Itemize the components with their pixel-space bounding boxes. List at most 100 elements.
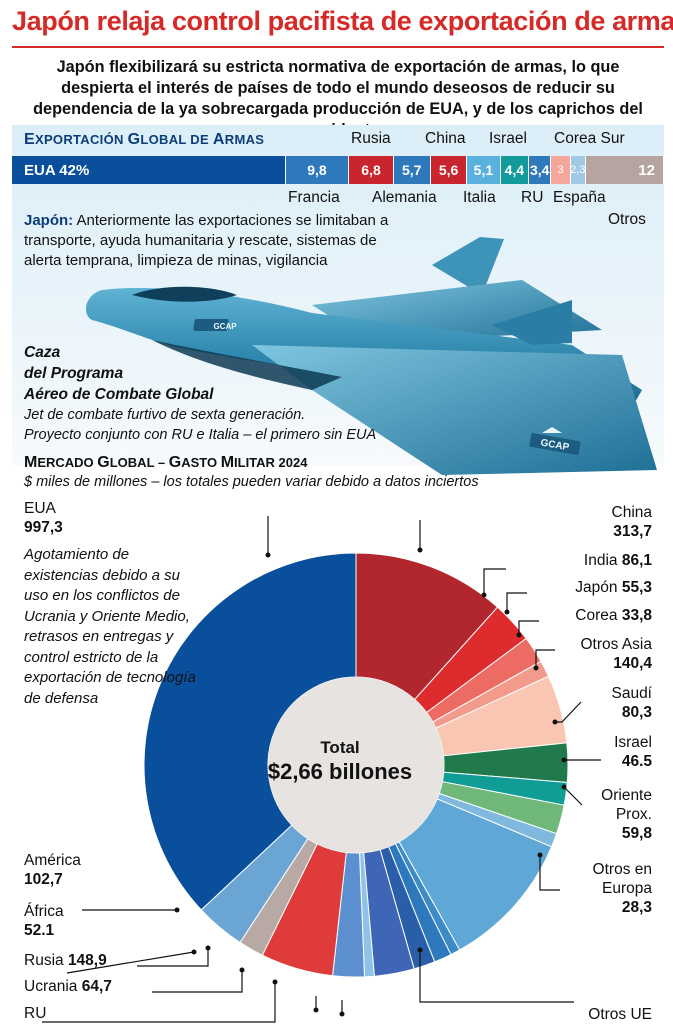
pie-label-value: 313,7 <box>613 523 652 540</box>
market-heading-part: ASTO <box>181 455 221 470</box>
leader-line <box>518 620 539 635</box>
export-label-ru: RU <box>521 189 544 206</box>
export-bar-segment: 9,8 <box>285 156 350 184</box>
market-heading-part: LOBAL – <box>109 455 169 470</box>
japan-note-text: Anteriormente las exportaciones se limit… <box>24 212 389 269</box>
exports-heading-part: RMAS <box>224 132 265 147</box>
leader-dot <box>205 945 211 951</box>
exports-heading-part: LOBAL DE <box>140 132 213 147</box>
pie-label-name: Otros UE <box>588 1006 652 1023</box>
leader-line <box>563 786 583 806</box>
pie-label-japon: Japón 55,3 <box>575 578 652 597</box>
leader-line <box>539 855 560 891</box>
export-bar-segment: 3,4 <box>529 156 552 184</box>
pie-label-value: 102,7 <box>24 871 63 888</box>
pie-label-name: RU <box>24 1005 47 1022</box>
export-label-china: China <box>425 130 466 147</box>
leader-dot <box>504 609 510 615</box>
market-heading: MERCADO GLOBAL – GASTO MILITAR 2024 <box>24 454 307 472</box>
pie-label-value: 59,8 <box>621 825 652 842</box>
leader-dot <box>339 1011 345 1017</box>
leader-dot <box>561 757 567 763</box>
export-bar-value: EUA 42% <box>24 161 90 179</box>
export-label-espana: España <box>553 189 606 206</box>
leader-dot <box>537 852 543 858</box>
pie-label-name: África <box>24 903 64 920</box>
export-bar-segment: EUA 42% <box>12 156 286 184</box>
pie-label-value: 80,3 <box>621 704 652 721</box>
leader-dot <box>561 784 567 790</box>
jet-tail-fin <box>432 237 504 295</box>
pie-label-israel: Israel 46.5 <box>614 733 652 771</box>
jet-caption-title-line: Aéreo de Combate Global <box>24 386 214 403</box>
jet-caption-desc-line: Jet de combate furtivo de sexta generaci… <box>24 407 306 423</box>
pie-label-oriente-prox: Oriente Prox. 59,8 <box>601 786 652 843</box>
jet-canopy <box>132 286 237 302</box>
leader-dot <box>481 592 487 598</box>
pie-label-name: Japón <box>575 579 622 596</box>
pie-label-name: EUA <box>24 500 56 517</box>
gcap-fighter-jet-illustration: GCAP GCAP <box>86 237 657 475</box>
export-bar-segment: 5,7 <box>393 156 431 184</box>
export-bar-value: 5,7 <box>402 162 422 178</box>
pie-label-otros-europa: Otros en Europa 28,3 <box>593 860 652 917</box>
pie-label-name: Saudí <box>611 685 652 702</box>
leader-line <box>535 649 555 668</box>
military-spending-donut-chart <box>42 516 601 1023</box>
leader-dot <box>265 552 271 558</box>
export-bar-value: 4,4 <box>504 162 525 178</box>
pie-label-name: Otros Asia <box>580 636 653 653</box>
export-bar-segment: 5,1 <box>467 156 501 184</box>
exports-heading-part: E <box>24 131 35 148</box>
pie-label-name: Europa <box>602 880 652 897</box>
pie-label-india: India 86,1 <box>584 551 652 570</box>
export-bar-segment: 6,8 <box>349 156 394 184</box>
gcap-badge-small: GCAP <box>193 319 237 331</box>
japan-note: Japón: Anteriormente las exportaciones s… <box>24 211 414 271</box>
pie-label-otros-ue: Otros UE <box>588 1005 652 1024</box>
export-bar-value: 6,8 <box>361 162 381 178</box>
exports-heading-part: G <box>127 131 141 148</box>
pie-label-name: Ucrania <box>24 978 82 995</box>
pie-label-name: China <box>611 504 653 521</box>
export-label-rusia: Rusia <box>351 130 391 147</box>
donut-total-value: $2,66 billones <box>267 759 413 784</box>
export-bar-value: 12 <box>638 161 655 179</box>
export-label-corea-sur: Corea Sur <box>554 130 625 147</box>
export-label-israel: Israel <box>489 130 527 147</box>
pie-label-value: 28,3 <box>621 899 652 916</box>
title-rule <box>12 46 664 48</box>
export-label-italia: Italia <box>463 189 496 206</box>
donut-total-title: Total <box>320 738 360 757</box>
leader-line <box>483 568 506 595</box>
pie-label-value: 33,8 <box>621 607 652 624</box>
pie-label-africa: África 52.1 <box>24 902 64 940</box>
pie-label-name: Prox. <box>615 806 652 823</box>
pie-label-corea: Corea 33,8 <box>575 606 652 625</box>
pie-label-value: 86,1 <box>621 552 652 569</box>
pie-label-value: 64,7 <box>81 978 112 995</box>
pie-label-name: América <box>24 852 81 869</box>
pie-label-otros-asia: Otros Asia 140,4 <box>581 635 653 673</box>
exports-heading-part: XPORTACIÓN <box>34 132 128 147</box>
exports-heading-part: A <box>212 131 225 148</box>
export-label-otros: Otros <box>608 211 646 228</box>
leader-dot <box>417 947 423 953</box>
leader-dot <box>239 967 245 973</box>
pie-label-name: Oriente <box>601 787 652 804</box>
japan-note-bold: Japón: <box>24 212 74 229</box>
export-label-francia: Francia <box>288 189 340 206</box>
leader-line <box>419 950 574 1003</box>
pie-label-name: India <box>583 552 622 569</box>
pie-label-value: 148,9 <box>67 952 107 969</box>
pie-label-value: 46.5 <box>621 753 652 770</box>
market-heading-part: M <box>220 454 235 471</box>
pie-label-ru: RU <box>24 1004 46 1023</box>
market-heading-part: G <box>168 454 182 471</box>
export-bar-value: 5,6 <box>438 162 459 178</box>
market-note: $ miles de millones – los totales pueden… <box>24 474 479 490</box>
pie-label-eua: EUA 997,3 <box>24 499 63 537</box>
market-heading-part: M <box>24 454 38 471</box>
export-bar-value: 2,3 <box>570 164 586 176</box>
leader-dot <box>417 547 423 553</box>
